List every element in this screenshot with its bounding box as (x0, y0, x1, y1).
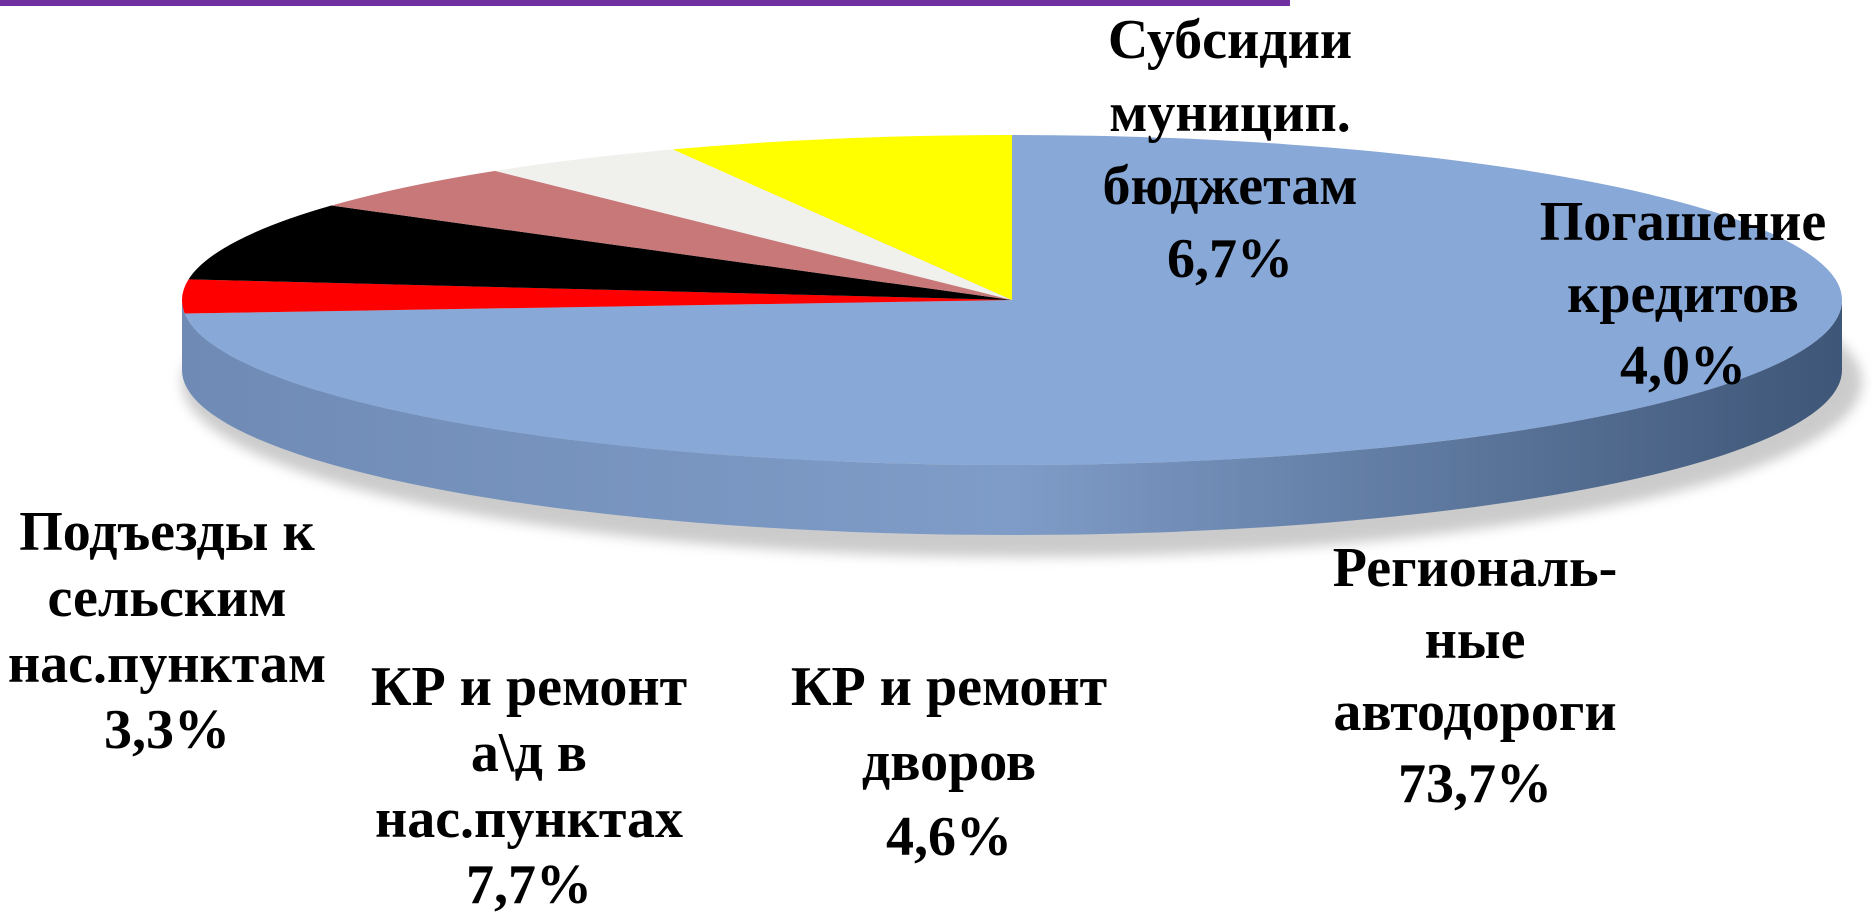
pie-side (182, 300, 1842, 535)
labels: Региональ-ные автодороги 73,7% Подъезды ксе… (8, 9, 1826, 916)
value-label: 4,6% (886, 806, 1012, 868)
value-label: 7,7% (466, 854, 592, 916)
pie-slice (495, 149, 1012, 300)
pie-slice (672, 135, 1012, 300)
pie-slice (181, 279, 1012, 314)
slice-label: Региональ- (1333, 537, 1617, 599)
slice-label: Подъезды к (19, 501, 315, 563)
top-rule (0, 0, 1290, 6)
slice-label: дворов (862, 731, 1036, 793)
slice-label: Субсидии (1108, 9, 1352, 71)
slice-label: а\д в (471, 722, 587, 784)
value-label: 3,3% (104, 699, 230, 761)
value-label: 73,7% (1398, 753, 1552, 815)
slice-label: нас.пунктах (375, 788, 683, 850)
slice-label: ные (1425, 609, 1526, 671)
slice-label: КР и ремонт (371, 656, 687, 718)
pie-slice (184, 135, 1842, 465)
slice-label: нас.пунктам (8, 633, 326, 695)
slice-label: Погашение (1540, 191, 1827, 253)
slice-label: кредитов (1567, 263, 1799, 325)
slice-label: бюджетам (1103, 155, 1358, 217)
pie-slice (331, 170, 1012, 300)
value-label: 6,7% (1167, 228, 1293, 290)
slice-label: сельским (48, 567, 287, 629)
slice-label: автодороги (1333, 681, 1616, 743)
slice-label: муницип. (1109, 82, 1350, 144)
slice-label: КР и ремонт (791, 656, 1107, 718)
pie (181, 135, 1862, 557)
value-label: 4,0% (1620, 335, 1746, 397)
pie-slice (188, 205, 1012, 300)
